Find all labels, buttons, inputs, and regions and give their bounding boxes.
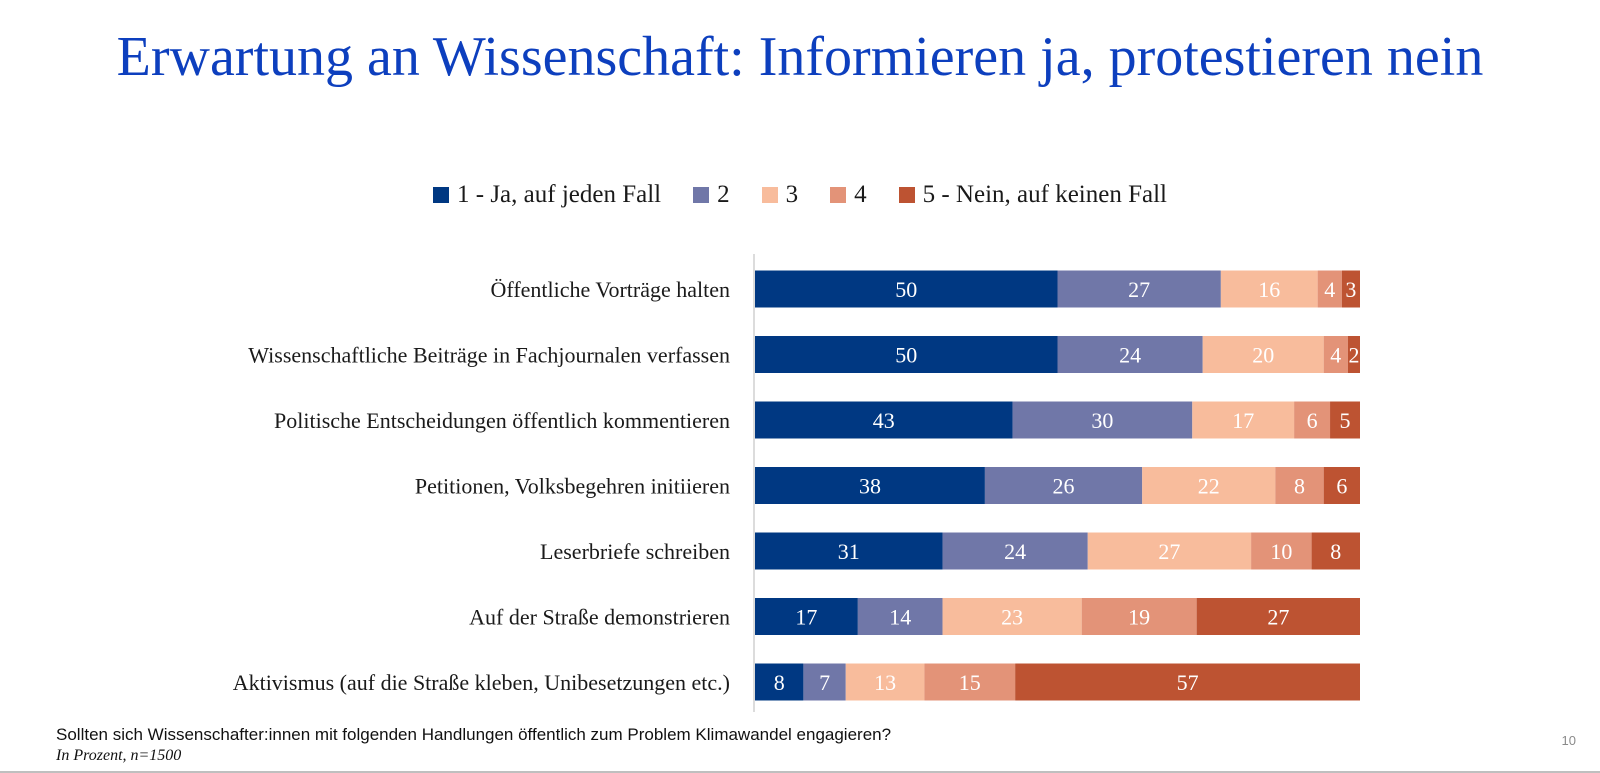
data-label: 16 xyxy=(1258,277,1280,302)
category-label: Petitionen, Volksbegehren initiieren xyxy=(415,474,730,499)
legend-item-5: 5 - Nein, auf keinen Fall xyxy=(898,178,1167,212)
category-label: Politische Entscheidungen öffentlich kom… xyxy=(274,408,730,433)
data-label: 15 xyxy=(959,670,981,695)
data-label: 19 xyxy=(1128,605,1150,630)
legend-label: 1 - Ja, auf jeden Fall xyxy=(457,181,662,208)
bar-segment xyxy=(1196,598,1360,635)
sample-note: In Prozent, n=1500 xyxy=(56,747,182,764)
legend-swatch xyxy=(830,187,847,203)
bar-segment xyxy=(942,598,1082,635)
bar-segment xyxy=(1317,270,1342,308)
legend-swatch xyxy=(898,187,915,203)
data-label: 50 xyxy=(895,343,917,368)
data-label: 8 xyxy=(1294,474,1305,499)
data-label: 17 xyxy=(795,605,817,630)
legend-label: 4 xyxy=(854,181,867,208)
category-label: Öffentliche Vorträge halten xyxy=(491,277,730,302)
legend-label: 3 xyxy=(785,181,799,208)
data-label: 27 xyxy=(1267,605,1289,630)
legend-swatch xyxy=(433,187,449,203)
bar-segment xyxy=(1142,467,1276,504)
bar-segment xyxy=(845,663,925,701)
bar-segment xyxy=(755,598,858,635)
data-label: 4 xyxy=(1330,343,1341,368)
data-label: 3 xyxy=(1345,277,1356,302)
bottom-divider xyxy=(0,771,1600,773)
data-label: 20 xyxy=(1252,343,1274,368)
bar-segment xyxy=(755,532,943,570)
bar-segment xyxy=(924,663,1016,701)
chart-title: Erwartung an Wissenschaft: Informieren j… xyxy=(116,26,1484,88)
bar-segment xyxy=(755,663,804,701)
bar-segment xyxy=(942,532,1088,570)
data-label: 26 xyxy=(1053,474,1075,499)
data-label: 27 xyxy=(1158,539,1180,564)
chart-legend: 1 - Ja, auf jeden Fall 2 3 4 5 - Nein, auf k… xyxy=(0,178,1600,212)
bar-segment xyxy=(1057,270,1221,308)
data-label: 14 xyxy=(889,605,911,630)
data-label: 7 xyxy=(819,670,830,695)
data-label: 17 xyxy=(1232,408,1254,433)
bar-segment xyxy=(1330,401,1360,439)
data-label: 30 xyxy=(1091,408,1113,433)
bar-segment xyxy=(1012,401,1193,439)
legend-label: 5 - Nein, auf keinen Fall xyxy=(922,181,1167,208)
bar-segment xyxy=(1275,467,1324,504)
bar-segment xyxy=(1294,401,1331,439)
bar-segment xyxy=(1220,270,1318,308)
bar-segment xyxy=(1311,532,1360,570)
data-label: 5 xyxy=(1340,408,1351,433)
bar-segment xyxy=(857,598,943,635)
bar-segment xyxy=(1015,663,1360,701)
data-label: 24 xyxy=(1004,539,1026,564)
bar-segment xyxy=(984,467,1143,504)
legend-label: 2 xyxy=(717,181,730,208)
bar-segment xyxy=(1057,336,1203,373)
bar-segment xyxy=(1192,401,1295,439)
data-label: 6 xyxy=(1336,474,1347,499)
legend-item-2: 2 xyxy=(693,178,730,212)
bar-segment xyxy=(1323,467,1360,504)
category-label: Auf der Straße demonstrieren xyxy=(469,605,730,630)
data-label: 57 xyxy=(1177,670,1199,695)
bar-segment xyxy=(1341,270,1360,308)
bar-segment xyxy=(1202,336,1324,373)
data-label: 27 xyxy=(1128,277,1150,302)
data-label: 43 xyxy=(873,408,895,433)
bar-segment xyxy=(755,467,985,504)
bar-segment xyxy=(803,663,846,701)
legend-swatch xyxy=(761,187,778,203)
legend-item-1: 1 - Ja, auf jeden Fall xyxy=(433,178,661,212)
data-label: 8 xyxy=(774,670,785,695)
category-label: Wissenschaftliche Beiträge in Fachjourna… xyxy=(248,343,730,368)
bar-segment xyxy=(1347,336,1360,373)
data-label: 22 xyxy=(1198,474,1220,499)
data-label: 23 xyxy=(1001,605,1023,630)
data-label: 24 xyxy=(1119,343,1141,368)
category-label: Aktivismus (auf die Straße kleben, Unibe… xyxy=(233,670,730,695)
legend-swatch xyxy=(693,187,710,203)
bar-segment xyxy=(1323,336,1348,373)
bar-segment xyxy=(755,270,1058,308)
data-label: 2 xyxy=(1348,343,1359,368)
bar-segment xyxy=(1251,532,1312,570)
category-label: Leserbriefe schreiben xyxy=(540,539,730,564)
bar-segment xyxy=(755,336,1058,373)
data-label: 50 xyxy=(895,277,917,302)
data-label: 31 xyxy=(838,539,860,564)
data-label: 38 xyxy=(859,474,881,499)
legend-item-3: 3 xyxy=(761,178,799,212)
data-label: 6 xyxy=(1307,408,1318,433)
bar-segment xyxy=(755,401,1013,439)
page-number: 10 xyxy=(1561,733,1576,748)
data-label: 13 xyxy=(874,670,896,695)
bar-segment xyxy=(1087,532,1252,570)
data-label: 4 xyxy=(1324,277,1335,302)
survey-question: Sollten sich Wissenschafter:innen mit fo… xyxy=(56,725,892,744)
bar-segment xyxy=(1081,598,1197,635)
data-label: 10 xyxy=(1270,539,1292,564)
data-label: 8 xyxy=(1330,539,1341,564)
legend-item-4: 4 xyxy=(830,178,867,212)
